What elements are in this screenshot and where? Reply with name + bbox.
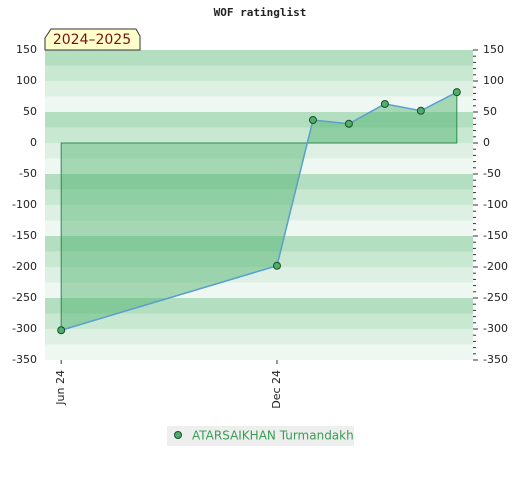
point [272, 261, 281, 270]
point [344, 119, 353, 128]
band [45, 267, 473, 283]
band [45, 329, 473, 345]
band [45, 344, 473, 360]
y2-tick-label: -100 [483, 198, 508, 211]
y-tick-label: -100 [12, 198, 37, 211]
y2-tick-label: -50 [483, 167, 501, 180]
x-tick-label: Jun 24 [54, 370, 67, 406]
band [45, 313, 473, 329]
point [57, 326, 66, 335]
band [45, 96, 473, 112]
point [380, 99, 389, 108]
y2-tick-label: 50 [483, 105, 497, 118]
legend-marker [174, 431, 182, 439]
y-tick-label: 0 [30, 136, 37, 149]
y-tick-label: -300 [12, 322, 37, 335]
point [308, 116, 317, 125]
y2-tick-label: -200 [483, 260, 508, 273]
y2-tick-label: 100 [483, 74, 504, 87]
band [45, 220, 473, 236]
band [45, 298, 473, 314]
band [45, 112, 473, 128]
band [45, 251, 473, 267]
legend-label: ATARSAIKHAN Turmandakh [192, 429, 354, 443]
band [45, 282, 473, 298]
y2-tick-label: -300 [483, 322, 508, 335]
band [45, 65, 473, 81]
band [45, 81, 473, 97]
point [452, 88, 461, 97]
plot-layer [57, 88, 461, 335]
y-tick-label: -250 [12, 291, 37, 304]
band [45, 158, 473, 174]
badge: 2024–2025 [53, 32, 131, 48]
band [45, 127, 473, 143]
band [45, 143, 473, 159]
y-tick-label: 100 [16, 74, 37, 87]
band [45, 174, 473, 190]
y2-tick-label: -350 [483, 353, 508, 366]
y2-tick-label: -150 [483, 229, 508, 242]
y-tick-label: -350 [12, 353, 37, 366]
y2-tick-label: 150 [483, 43, 504, 56]
y-tick-label: -150 [12, 229, 37, 242]
badge-box [44, 28, 141, 51]
x-tick-label: Dec 24 [270, 370, 283, 409]
band [45, 205, 473, 221]
legend-box [167, 426, 354, 446]
bands [45, 50, 473, 360]
y-tick-label: 50 [23, 105, 37, 118]
y-tick-label: -50 [19, 167, 37, 180]
y-tick-label: -200 [12, 260, 37, 273]
y2-tick-label: -250 [483, 291, 508, 304]
y-tick-label: 150 [16, 43, 37, 56]
band [45, 50, 473, 66]
chart-title: WOF ratinglist [214, 6, 307, 19]
point [416, 106, 425, 115]
y2-tick-label: 0 [483, 136, 490, 149]
band [45, 189, 473, 205]
band [45, 236, 473, 252]
